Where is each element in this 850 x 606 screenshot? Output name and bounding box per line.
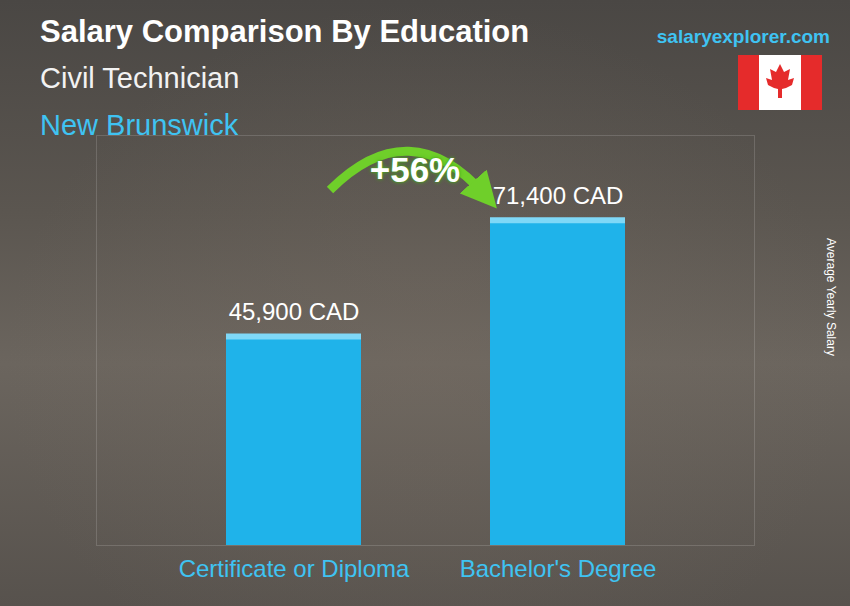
svg-text:71,400 CAD: 71,400 CAD [493,182,624,209]
html-text:Salary Comparison By Education: Salary Comparison By Education [40,14,530,49]
html-text:salaryexplorer.com: salaryexplorer.com [656,26,830,47]
html-text:Average Yearly Salary: Average Yearly Salary [824,238,838,356]
svg-text:Certificate or Diploma: Certificate or Diploma [179,555,410,582]
html-text:New Brunswick: New Brunswick [40,109,239,141]
svg-text:45,900 CAD: 45,900 CAD [229,298,360,325]
html-text:+56%: +56% [369,150,461,189]
svg-text:Bachelor's Degree: Bachelor's Degree [460,555,657,582]
html-text:Civil Technician: Civil Technician [40,62,240,94]
